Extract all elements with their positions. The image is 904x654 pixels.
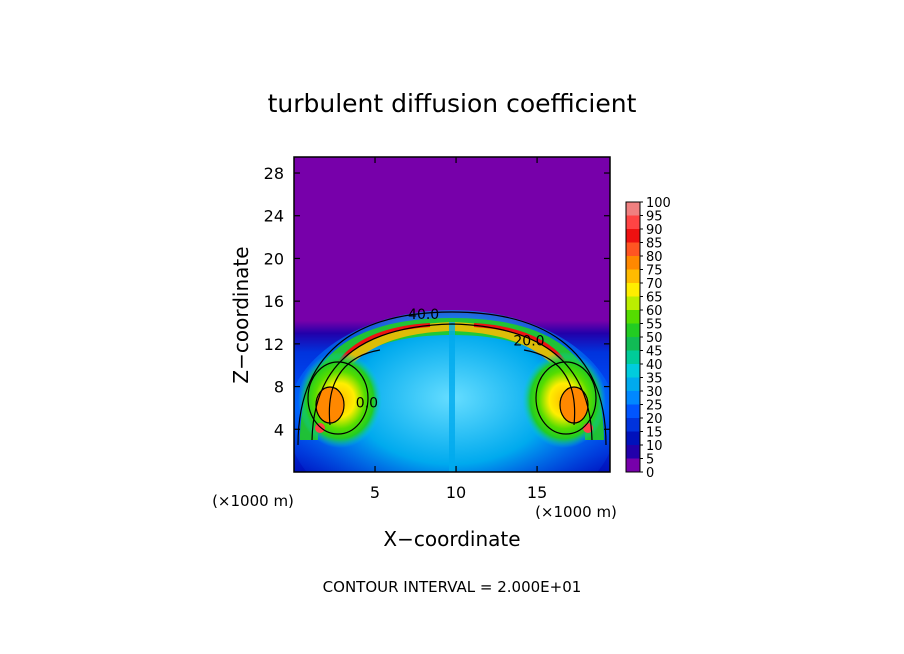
y-tick-label: 16: [264, 292, 284, 311]
colorbar-label: 20: [646, 412, 663, 427]
colorbar-swatch: [626, 229, 640, 243]
y-tick-label: 8: [274, 378, 284, 397]
colorbar-swatch: [626, 323, 640, 338]
colorbar-swatch: [626, 269, 640, 284]
y-tick-label: 12: [264, 335, 284, 354]
colorbar-label: 65: [646, 291, 663, 306]
contour-interval: CONTOUR INTERVAL = 2.000E+01: [323, 578, 582, 596]
x-tick-label: 5: [370, 483, 380, 502]
colorbar-swatch: [626, 242, 640, 257]
colorbar-label: 45: [646, 345, 663, 360]
heatmap-field: 40.0 20.0 0.0: [294, 157, 610, 472]
colorbar-label: 25: [646, 399, 663, 414]
chart-title: turbulent diffusion coefficient: [268, 89, 637, 118]
colorbar: 1009590858075706560555045403530252015105…: [625, 196, 671, 481]
x-axis: 5 10 15: [370, 157, 547, 502]
contour-label: 0.0: [356, 396, 378, 412]
left-hotspot: [315, 423, 325, 433]
colorbar-label: 35: [646, 372, 663, 387]
x-axis-label: X−coordinate: [383, 527, 520, 551]
colorbar-swatch: [626, 283, 640, 297]
x-unit-right: (×1000 m): [535, 503, 617, 521]
colorbar-label: 50: [646, 331, 663, 346]
y-tick-label: 20: [264, 249, 284, 268]
colorbar-swatch: [626, 310, 640, 324]
contour-label: 20.0: [513, 334, 544, 350]
colorbar-label: 75: [646, 264, 663, 279]
colorbar-swatch: [626, 364, 640, 378]
colorbar-label: 90: [646, 223, 663, 238]
colorbar-swatch: [626, 391, 640, 405]
colorbar-label: 55: [646, 318, 663, 333]
colorbar-label: 60: [646, 304, 663, 319]
y-tick-label: 28: [264, 164, 284, 183]
colorbar-swatch: [626, 445, 640, 459]
colorbar-label: 85: [646, 237, 663, 252]
colorbar-swatch: [626, 296, 640, 311]
y-axis: 4 8 12 16 20 24 28: [264, 164, 610, 439]
colorbar-swatch: [626, 256, 640, 270]
colorbar-label: 80: [646, 250, 663, 265]
colorbar-label: 100: [646, 196, 671, 211]
colorbar-label: 30: [646, 385, 663, 400]
contour-label: 40.0: [408, 307, 439, 323]
colorbar-swatch: [626, 404, 640, 419]
colorbar-swatch: [626, 377, 640, 392]
central-column: [449, 322, 455, 472]
colorbar-label: 5: [646, 453, 654, 468]
contour-labels: 40.0 20.0 0.0: [356, 307, 545, 412]
colorbar-swatch: [626, 350, 640, 365]
plot-frame: [293, 156, 611, 473]
colorbar-label: 40: [646, 358, 663, 373]
y-tick-label: 4: [274, 420, 284, 439]
colorbar-swatch: [626, 418, 640, 432]
contour-lines: [297, 311, 607, 446]
colorbar-swatch: [626, 215, 640, 230]
colorbar-swatch: [626, 458, 640, 473]
colorbar-swatch: [626, 337, 640, 351]
x-tick-label: 15: [527, 483, 547, 502]
colorbar-label: 95: [646, 210, 663, 225]
x-unit-left: (×1000 m): [212, 492, 294, 510]
colorbar-label: 10: [646, 439, 663, 454]
colorbar-swatch: [626, 202, 640, 216]
colorbar-label: 15: [646, 426, 663, 441]
x-tick-label: 10: [446, 483, 466, 502]
y-tick-label: 24: [264, 207, 284, 226]
y-axis-label: Z−coordinate: [229, 246, 253, 383]
colorbar-label: 0: [646, 466, 654, 481]
colorbar-swatch: [626, 431, 640, 446]
colorbar-label: 70: [646, 277, 663, 292]
